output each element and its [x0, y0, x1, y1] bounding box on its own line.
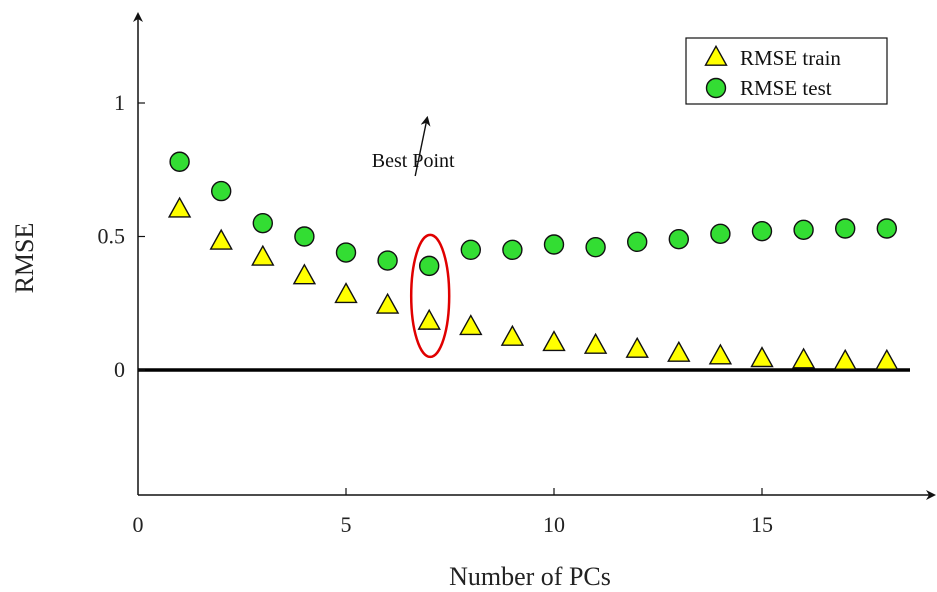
legend-train-marker	[704, 44, 728, 66]
train-point	[667, 340, 691, 362]
best-point-arrow	[414, 115, 431, 177]
train-point	[875, 348, 899, 370]
test-point	[793, 219, 814, 241]
train-point	[791, 347, 816, 369]
train-point	[292, 263, 317, 285]
annotations: Best Point	[372, 115, 455, 359]
test-point	[876, 218, 897, 239]
data-marks	[167, 151, 899, 370]
best-point-ellipse	[409, 233, 451, 359]
test-point	[585, 236, 606, 258]
y-tick-label: 0.5	[98, 224, 126, 249]
test-point	[502, 239, 523, 261]
legend: RMSE train RMSE test	[685, 37, 888, 105]
x-tick-label: 15	[751, 512, 773, 537]
y-axis-label: RMSE	[10, 223, 39, 294]
train-point	[542, 330, 566, 352]
train-point	[833, 348, 857, 370]
test-point	[335, 242, 357, 263]
train-point	[583, 332, 608, 354]
test-point	[460, 239, 481, 261]
y-tick-label: 0	[114, 357, 125, 382]
train-point	[750, 346, 774, 368]
test-point	[710, 223, 731, 245]
x-tick-label: 10	[543, 512, 565, 537]
y-tick-label: 1	[114, 90, 125, 115]
legend-label: RMSE train	[740, 46, 841, 70]
test-point	[419, 255, 440, 277]
test-point	[377, 250, 398, 271]
best-point-label: Best Point	[372, 150, 455, 172]
test-point	[543, 234, 565, 255]
x-tick-label: 0	[133, 512, 144, 537]
train-point	[459, 314, 483, 336]
train-point	[209, 228, 233, 250]
test-point	[210, 180, 232, 202]
test-point	[294, 226, 315, 247]
train-point	[375, 292, 400, 314]
series-rmse-test	[169, 151, 897, 277]
train-point	[500, 324, 525, 346]
legend-test-marker	[705, 77, 727, 99]
test-point	[627, 231, 648, 253]
test-point	[169, 151, 190, 172]
train-point	[708, 343, 733, 365]
train-point	[167, 196, 192, 218]
axes: 00.510 5 10 15	[98, 12, 936, 537]
test-point	[668, 228, 689, 250]
x-tick-label: 5	[341, 512, 352, 537]
train-point	[417, 308, 441, 330]
test-point	[252, 212, 273, 234]
test-point	[751, 220, 773, 242]
legend-label: RMSE test	[740, 76, 832, 100]
train-point	[625, 336, 649, 358]
x-axis-label: Number of PCs	[449, 562, 611, 591]
train-point	[251, 244, 275, 266]
test-point	[835, 218, 856, 239]
train-point	[334, 282, 358, 304]
series-rmse-train	[167, 196, 899, 370]
